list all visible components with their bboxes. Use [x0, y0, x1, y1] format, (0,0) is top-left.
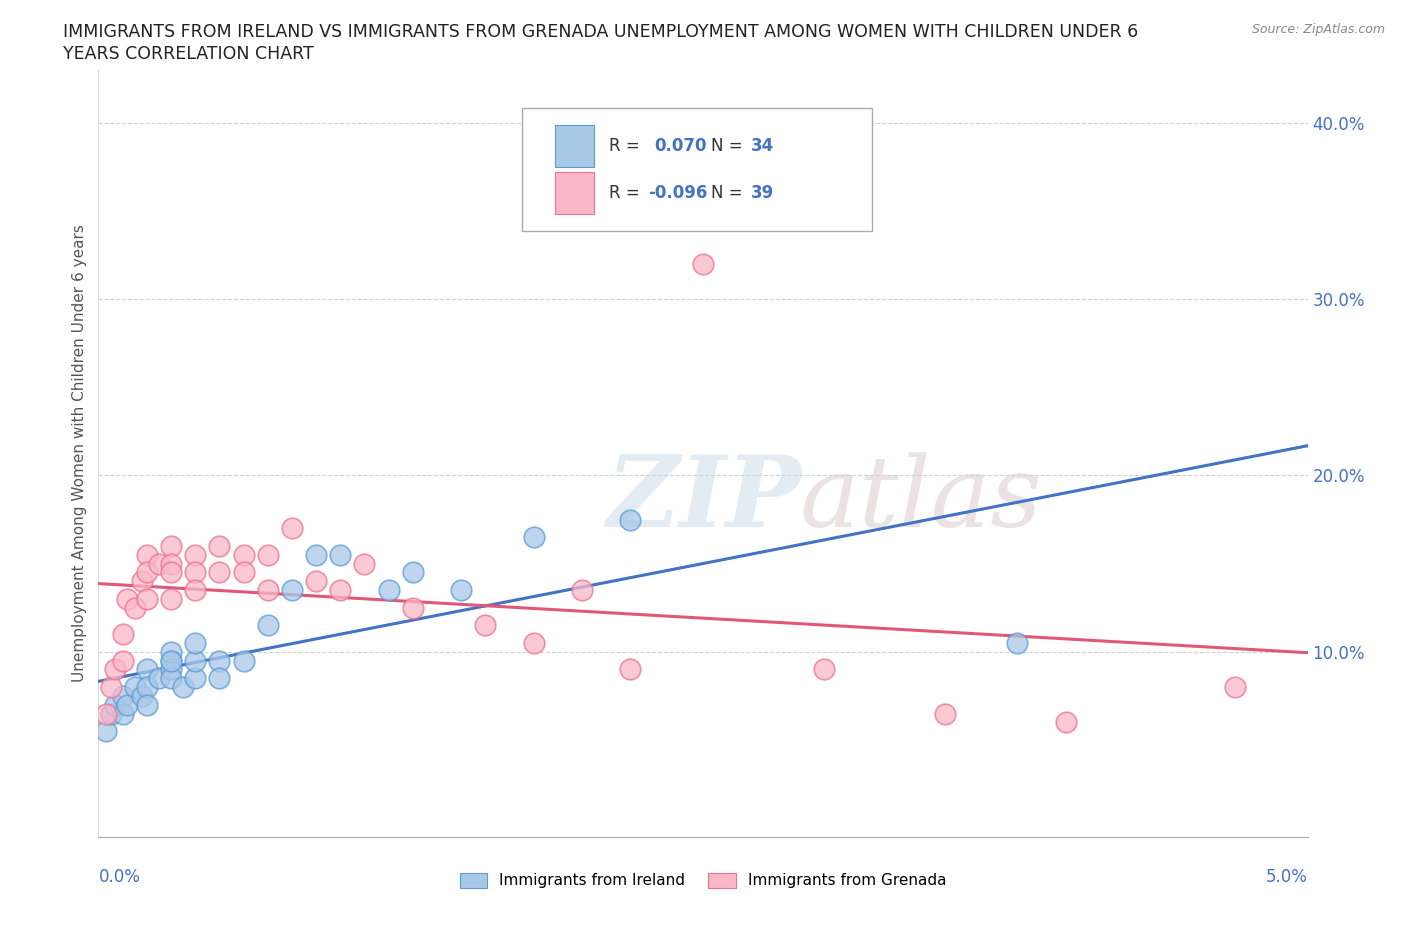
Point [305, 574, 328, 589]
Point [160, 671, 183, 685]
Point [256, 548, 278, 563]
Point [160, 556, 183, 571]
Point [160, 565, 183, 580]
Point [160, 653, 183, 668]
Point [353, 556, 375, 571]
Point [571, 582, 593, 597]
Point [256, 582, 278, 597]
Point [148, 556, 170, 571]
Point [184, 671, 207, 685]
Point [100, 680, 122, 695]
Point [160, 644, 183, 659]
Point [281, 521, 304, 536]
Point [232, 653, 254, 668]
Point [813, 662, 835, 677]
Point [135, 548, 157, 563]
Point [619, 662, 641, 677]
Point [1223, 680, 1246, 695]
Point [619, 512, 641, 527]
Text: 39: 39 [751, 184, 775, 202]
Point [232, 565, 254, 580]
Point [135, 565, 157, 580]
Point [1054, 715, 1077, 730]
Point [111, 653, 134, 668]
Text: -0.096: -0.096 [648, 184, 709, 202]
Point [377, 582, 399, 597]
Point [160, 538, 183, 553]
Point [184, 548, 207, 563]
Point [160, 653, 183, 668]
Text: N =: N = [711, 184, 748, 202]
Point [100, 706, 122, 721]
Point [450, 582, 472, 597]
Point [131, 688, 153, 703]
Point [934, 706, 956, 721]
Text: YEARS CORRELATION CHART: YEARS CORRELATION CHART [63, 45, 314, 62]
Text: 34: 34 [751, 137, 775, 155]
Text: N =: N = [711, 137, 748, 155]
Legend: Immigrants from Ireland, Immigrants from Grenada: Immigrants from Ireland, Immigrants from… [454, 867, 952, 895]
Point [117, 698, 139, 712]
Point [256, 618, 278, 632]
Point [305, 548, 328, 563]
Text: Source: ZipAtlas.com: Source: ZipAtlas.com [1251, 23, 1385, 36]
Point [402, 600, 425, 615]
Text: 0.070: 0.070 [655, 137, 707, 155]
Text: IMMIGRANTS FROM IRELAND VS IMMIGRANTS FROM GRENADA UNEMPLOYMENT AMONG WOMEN WITH: IMMIGRANTS FROM IRELAND VS IMMIGRANTS FR… [63, 23, 1139, 41]
Point [124, 600, 146, 615]
Point [94, 724, 117, 738]
Point [184, 653, 207, 668]
Point [523, 530, 546, 545]
Point [124, 680, 146, 695]
Text: atlas: atlas [800, 452, 1042, 547]
Point [184, 582, 207, 597]
Point [111, 706, 134, 721]
Point [94, 706, 117, 721]
Point [117, 591, 139, 606]
FancyBboxPatch shape [555, 125, 595, 167]
Point [402, 565, 425, 580]
Point [135, 591, 157, 606]
Point [208, 538, 231, 553]
Point [111, 627, 134, 642]
Text: 5.0%: 5.0% [1265, 868, 1308, 885]
Point [523, 635, 546, 650]
Point [172, 680, 194, 695]
Point [208, 671, 231, 685]
Point [1007, 635, 1029, 650]
Point [184, 635, 207, 650]
Y-axis label: Unemployment Among Women with Children Under 6 years: Unemployment Among Women with Children U… [72, 224, 87, 683]
Text: 0.0%: 0.0% [98, 868, 141, 885]
Point [104, 662, 127, 677]
Text: R =: R = [609, 184, 645, 202]
Point [131, 574, 153, 589]
Point [135, 662, 157, 677]
Point [104, 698, 127, 712]
Point [208, 653, 231, 668]
Point [135, 698, 157, 712]
Point [184, 565, 207, 580]
Point [111, 688, 134, 703]
Point [160, 591, 183, 606]
Point [208, 565, 231, 580]
Point [148, 671, 170, 685]
Point [692, 257, 714, 272]
FancyBboxPatch shape [522, 108, 872, 231]
Point [474, 618, 496, 632]
Point [329, 582, 352, 597]
Point [232, 548, 254, 563]
Point [160, 662, 183, 677]
Text: R =: R = [609, 137, 645, 155]
Text: ZIP: ZIP [606, 451, 801, 548]
Point [329, 548, 352, 563]
Point [281, 582, 304, 597]
FancyBboxPatch shape [555, 172, 595, 214]
Point [135, 680, 157, 695]
